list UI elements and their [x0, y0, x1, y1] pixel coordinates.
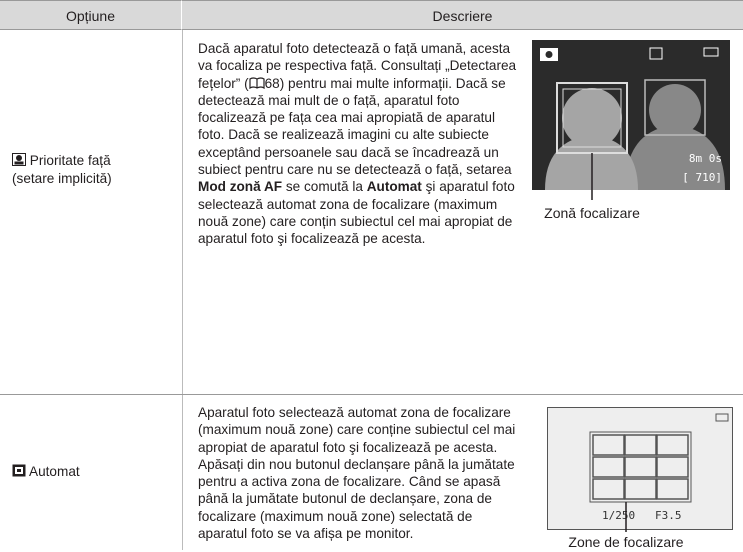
- text-run: se comută la: [282, 179, 367, 195]
- page-reference: 68: [264, 75, 280, 91]
- screen-text: F3.5: [655, 509, 682, 522]
- text-run: Aparatul foto selectează automat zona de…: [198, 405, 516, 542]
- header-cell: Descriere: [182, 0, 743, 30]
- reference-icon: [249, 76, 265, 89]
- option-text: Automat: [29, 464, 80, 479]
- option-cell: Automat: [12, 463, 177, 481]
- table-row: Automat 1/250 F3.5 Zone de focalizare Ap…: [0, 395, 743, 550]
- text-run: ) pentru mai multe informații. Dacă se d…: [198, 75, 512, 178]
- text-run: şi aparatul foto selectează automat zona…: [198, 179, 515, 247]
- bold-run: Automat: [366, 179, 422, 195]
- column-separator: [182, 30, 183, 394]
- description-text: Aparatul foto selectează automat zona de…: [198, 405, 515, 541]
- figure-caption: Zone de focalizare: [568, 534, 683, 550]
- figure-caption: Zonă focalizare: [544, 205, 640, 221]
- description-cell: 1/250 F3.5 Zone de focalizare Aparatul f…: [198, 404, 735, 552]
- figure: 8m 0s [ 710] Zonă focalizare: [532, 40, 730, 221]
- silhouette: [625, 125, 725, 190]
- bold-run: Mod zonă AF: [198, 179, 283, 195]
- screen-text: 1/250: [602, 509, 635, 522]
- screen-text: [ 710]: [682, 171, 722, 184]
- focus-grid: [592, 434, 689, 500]
- text-run: Dacă aparatul foto detectează o față uma…: [198, 41, 517, 91]
- option-text: Prioritate față: [29, 153, 111, 168]
- header-cell: Opțiune: [0, 0, 182, 30]
- table-row: Prioritate față (setare implicită) 8m 0s…: [0, 30, 743, 395]
- option-cell: Prioritate față (setare implicită): [12, 152, 177, 187]
- description-text: Dacă aparatul foto detectează o față uma…: [198, 41, 516, 246]
- column-separator: [182, 395, 183, 550]
- screen-text: 8m 0s: [689, 152, 722, 165]
- description-cell: 8m 0s [ 710] Zonă focalizare Dacă aparat…: [198, 40, 735, 248]
- auto-icon: [12, 464, 26, 477]
- face-icon: [12, 153, 26, 166]
- option-text: (setare implicită): [12, 170, 112, 186]
- figure: 1/250 F3.5 Zone de focalizare: [547, 407, 733, 550]
